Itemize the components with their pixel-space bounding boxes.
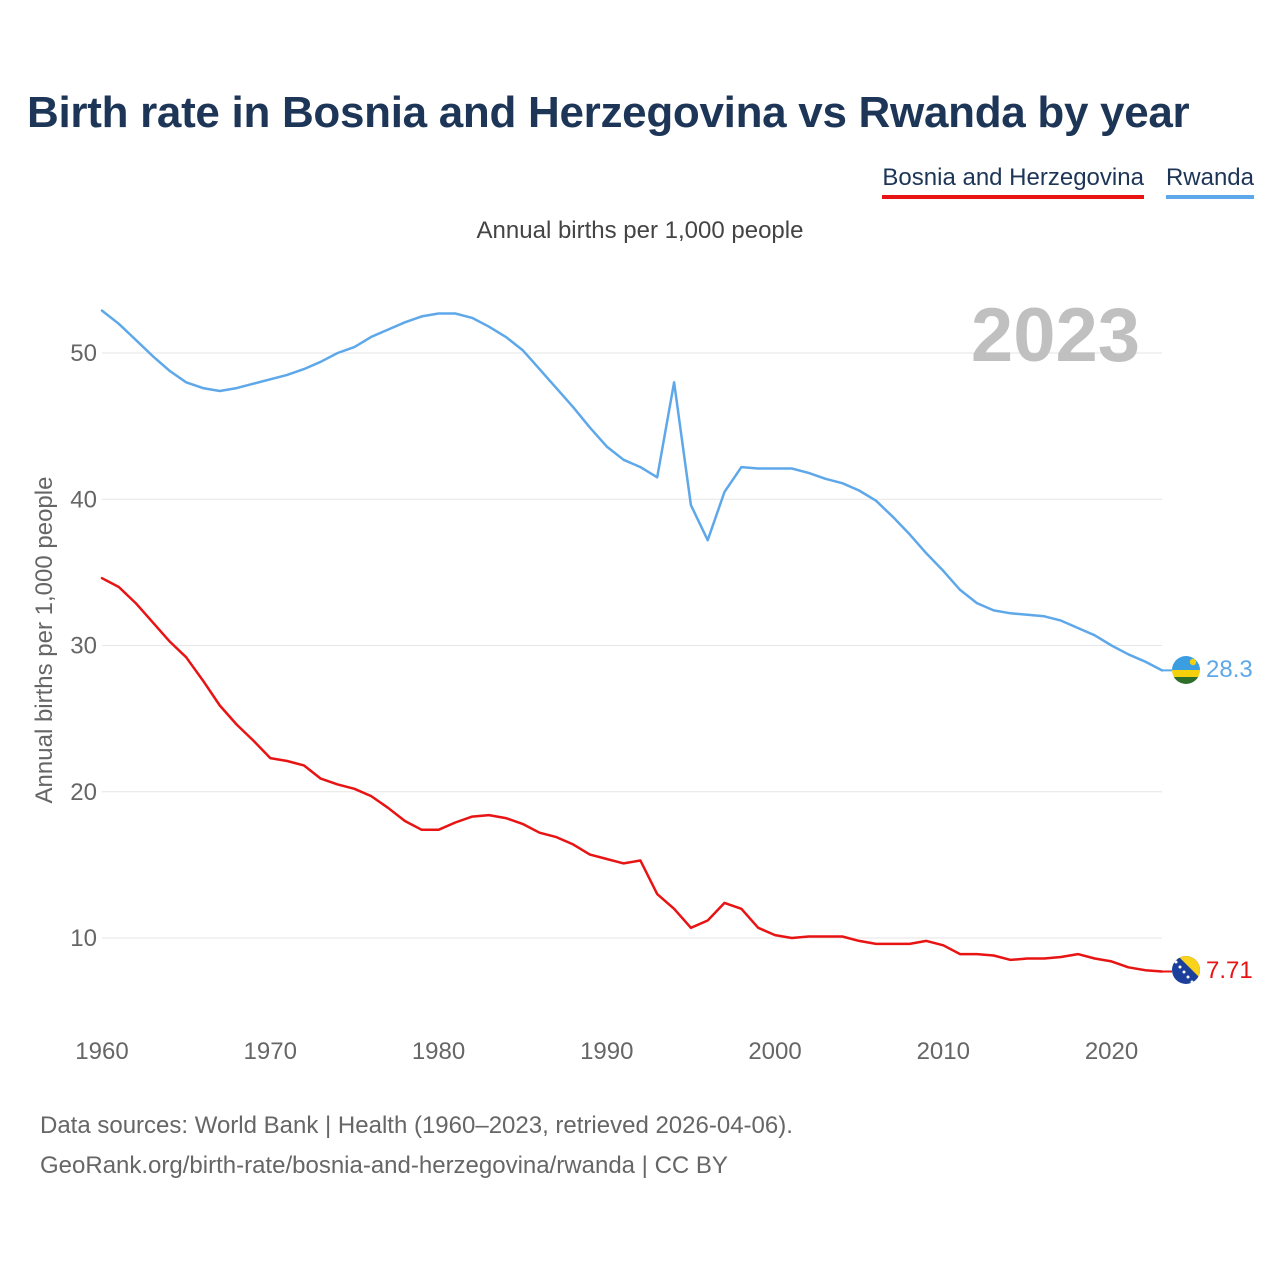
series — [100, 309, 1172, 973]
y-tick-label-40: 40 — [70, 486, 97, 513]
footer: Data sources: World Bank | Health (1960–… — [40, 1106, 793, 1186]
x-tick-label-1980: 1980 — [412, 1038, 465, 1065]
legend-item-rwanda[interactable]: Rwanda — [1165, 164, 1254, 200]
bosnia-flag-icon — [1172, 956, 1200, 984]
x-tick-label-1990: 1990 — [580, 1038, 633, 1065]
x-tick-label-2020: 2020 — [1085, 1038, 1138, 1065]
footer-url[interactable]: GeoRank.org/birth-rate/bosnia-and-herzeg… — [40, 1152, 728, 1179]
rwanda-flag-icon — [1172, 656, 1200, 684]
x-tick-label-2010: 2010 — [917, 1038, 970, 1065]
series-line-bosnia-and-herzegovina — [100, 576, 1164, 973]
legend: Bosnia and Herzegovina Rwanda — [882, 164, 1254, 200]
chart-subtitle: Annual births per 1,000 people — [476, 217, 804, 244]
x-tick-label-2000: 2000 — [748, 1038, 801, 1065]
y-tick-label-30: 30 — [70, 633, 97, 660]
series-line-rwanda — [100, 309, 1164, 672]
x-tick-label-1970: 1970 — [244, 1038, 297, 1065]
y-tick-label-10: 10 — [70, 925, 97, 952]
end-label-bosnia: 7.71 — [1206, 957, 1253, 984]
chart-title: Birth rate in Bosnia and Herzegovina vs … — [27, 88, 1190, 137]
footer-source: Data sources: World Bank | Health (1960–… — [40, 1112, 793, 1139]
x-tick-label-1960: 1960 — [75, 1038, 128, 1065]
y-tick-label-20: 20 — [70, 779, 97, 806]
y-axis-ticks: 10 20 30 40 50 — [70, 340, 97, 952]
end-label-rwanda: 28.3 — [1206, 656, 1253, 683]
x-axis-ticks: 1960 1970 1980 1990 2000 2010 2020 — [75, 1038, 1138, 1065]
gridlines — [102, 352, 1162, 939]
year-watermark: 2023 — [971, 293, 1140, 378]
y-tick-label-50: 50 — [70, 340, 97, 367]
legend-item-bosnia[interactable]: Bosnia and Herzegovina — [882, 164, 1144, 200]
y-axis-label: Annual births per 1,000 people — [31, 477, 58, 804]
